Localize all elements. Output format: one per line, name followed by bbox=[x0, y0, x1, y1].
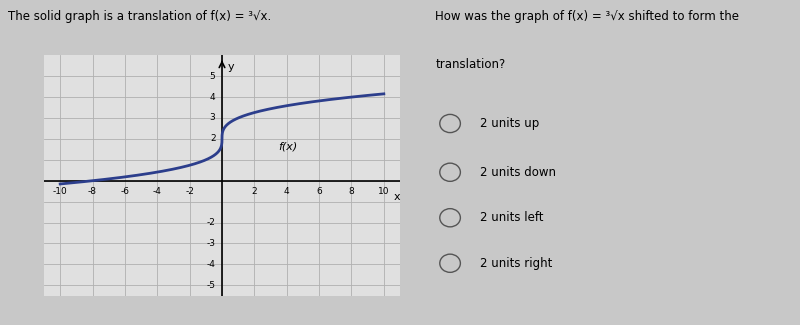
Text: -5: -5 bbox=[206, 281, 215, 290]
Text: 4: 4 bbox=[210, 93, 215, 102]
Text: 8: 8 bbox=[349, 187, 354, 196]
Text: -4: -4 bbox=[206, 260, 215, 269]
Text: 4: 4 bbox=[284, 187, 290, 196]
Text: -10: -10 bbox=[53, 187, 67, 196]
Text: 6: 6 bbox=[316, 187, 322, 196]
Text: 5: 5 bbox=[210, 72, 215, 81]
Text: -8: -8 bbox=[88, 187, 97, 196]
Text: The solid graph is a translation of f(x) = ³√x.: The solid graph is a translation of f(x)… bbox=[8, 10, 271, 23]
Text: 2 units down: 2 units down bbox=[479, 166, 555, 179]
Text: translation?: translation? bbox=[435, 58, 506, 72]
Text: 3: 3 bbox=[210, 113, 215, 123]
Text: 10: 10 bbox=[378, 187, 390, 196]
Text: f(x): f(x) bbox=[278, 141, 298, 151]
Text: 2 units up: 2 units up bbox=[479, 117, 538, 130]
Text: How was the graph of f(x) = ³√x shifted to form the: How was the graph of f(x) = ³√x shifted … bbox=[435, 10, 739, 23]
Text: 2: 2 bbox=[251, 187, 257, 196]
Text: 2 units right: 2 units right bbox=[479, 257, 552, 270]
Text: -3: -3 bbox=[206, 239, 215, 248]
Text: -4: -4 bbox=[153, 187, 162, 196]
Text: 2 units left: 2 units left bbox=[479, 211, 543, 224]
Text: y: y bbox=[228, 61, 234, 72]
Text: x: x bbox=[394, 192, 400, 202]
Text: -2: -2 bbox=[185, 187, 194, 196]
Text: 2: 2 bbox=[210, 135, 215, 143]
Text: -2: -2 bbox=[206, 218, 215, 227]
Text: -6: -6 bbox=[121, 187, 130, 196]
